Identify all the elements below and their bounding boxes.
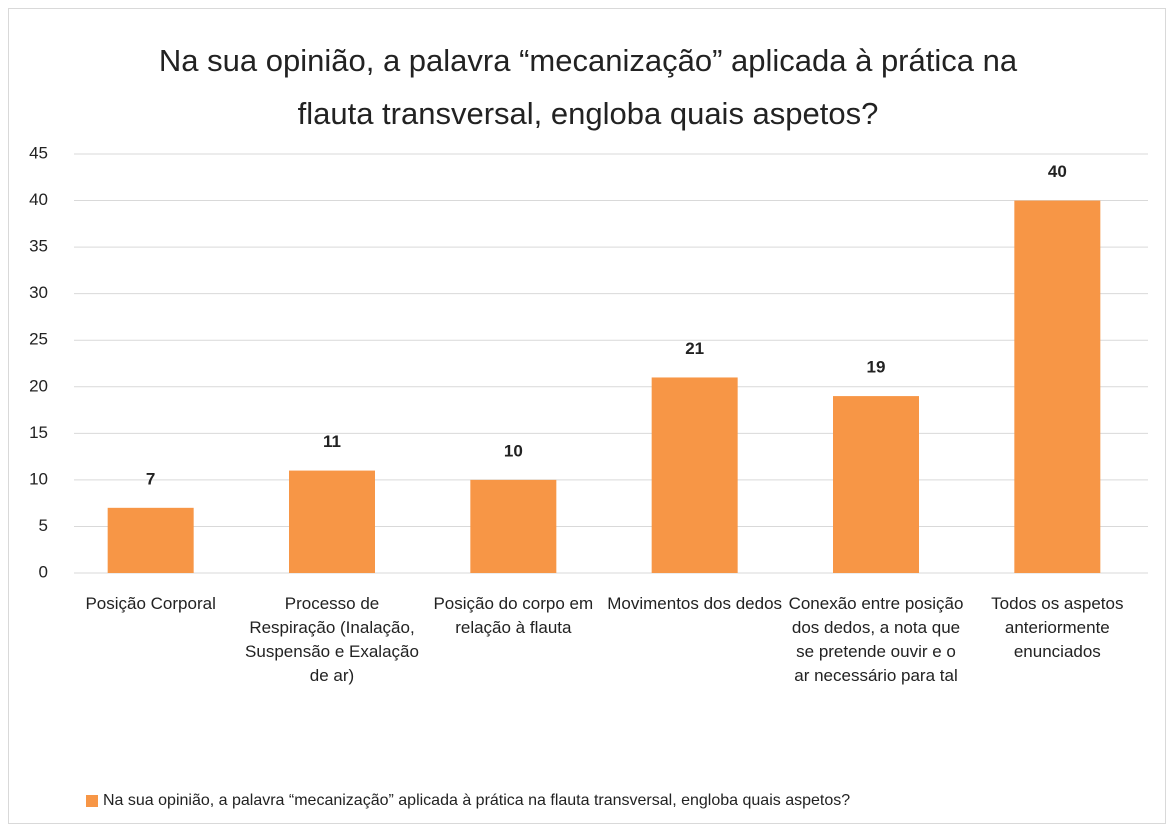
x-tick-label: Processo de Respiração (Inalação, Suspen…	[245, 594, 419, 685]
legend-label: Na sua opinião, a palavra “mecanização” …	[103, 792, 851, 809]
x-tick-label: Todos os aspetos anteriormente enunciado…	[991, 594, 1124, 661]
data-label: 11	[323, 432, 341, 451]
bar	[107, 507, 194, 573]
y-tick-label: 20	[29, 376, 48, 395]
data-label: 10	[504, 441, 523, 460]
bar	[651, 377, 738, 573]
y-tick-label: 0	[39, 562, 48, 581]
x-tick-label: Posição do corpo em relação à flauta	[433, 594, 594, 637]
x-tick-label: Posição Corporal	[85, 594, 216, 613]
legend: Na sua opinião, a palavra “mecanização” …	[86, 792, 850, 810]
data-label: 7	[146, 469, 155, 488]
bar	[289, 470, 375, 573]
y-tick-label: 15	[29, 423, 48, 442]
x-tick-label: Movimentos dos dedos	[607, 594, 783, 613]
legend-swatch	[86, 795, 98, 807]
y-tick-label: 40	[29, 190, 48, 209]
y-tick-label: 25	[29, 330, 48, 349]
data-label: 40	[1048, 162, 1067, 181]
bar	[1014, 200, 1101, 574]
y-tick-label: 10	[29, 469, 48, 488]
bar	[833, 396, 919, 573]
data-label: 19	[867, 358, 886, 377]
y-tick-label: 45	[29, 143, 48, 162]
y-tick-label: 35	[29, 237, 48, 256]
x-tick-label: Conexão entre posição dos dedos, a nota …	[788, 594, 964, 685]
data-label: 21	[685, 339, 704, 358]
y-tick-label: 30	[29, 283, 48, 302]
y-tick-label: 5	[39, 516, 48, 535]
bar	[470, 479, 557, 573]
chart-title: Na sua opinião, a palavra “mecanização” …	[158, 43, 1018, 131]
chart-border	[8, 8, 1166, 824]
